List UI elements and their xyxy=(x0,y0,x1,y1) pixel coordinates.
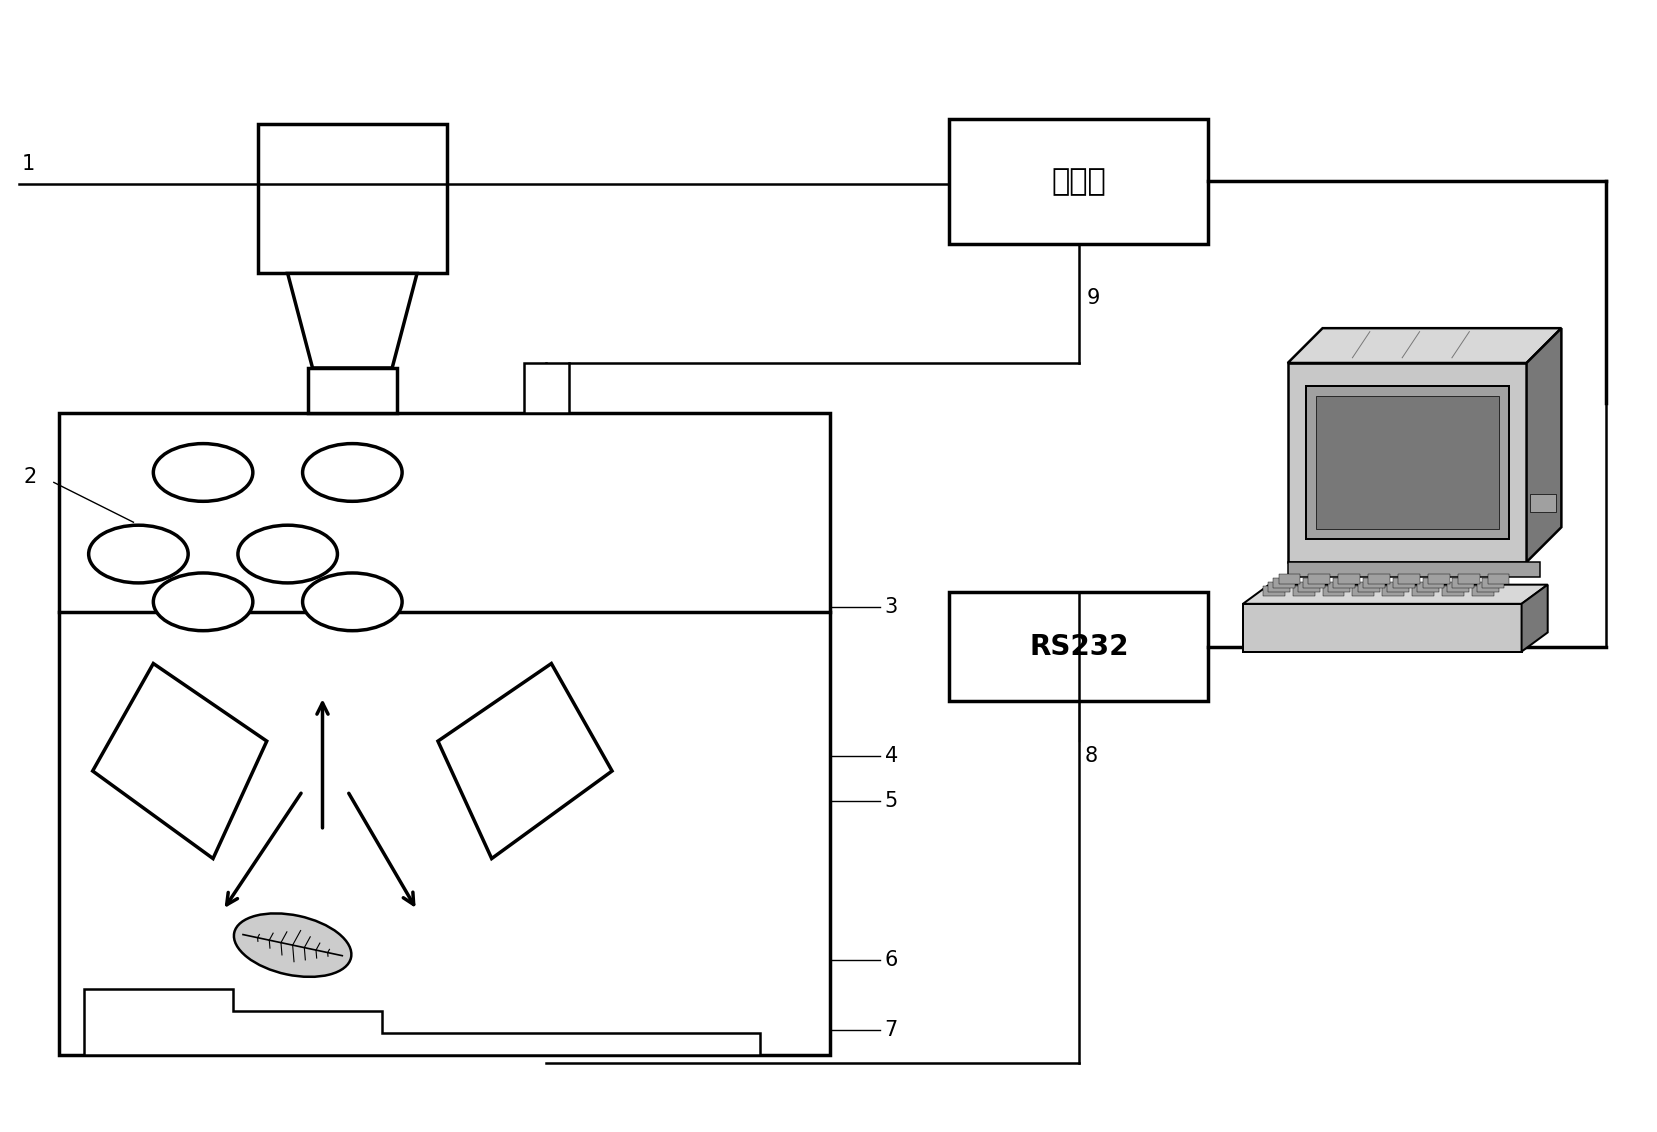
Text: 7: 7 xyxy=(885,1020,898,1039)
Bar xyxy=(1268,582,1289,592)
Polygon shape xyxy=(1287,328,1561,363)
Bar xyxy=(1392,578,1413,589)
Polygon shape xyxy=(83,989,761,1055)
Ellipse shape xyxy=(303,573,403,631)
Bar xyxy=(1382,586,1403,595)
Bar xyxy=(1452,578,1473,589)
Ellipse shape xyxy=(88,525,187,583)
Bar xyxy=(1412,586,1433,595)
Bar xyxy=(1362,578,1384,589)
Bar xyxy=(1357,582,1379,592)
Text: 3: 3 xyxy=(885,597,898,617)
Bar xyxy=(1476,582,1498,592)
Bar xyxy=(1352,586,1374,595)
Bar xyxy=(1314,396,1498,529)
Bar xyxy=(1481,578,1503,589)
Bar xyxy=(1292,586,1314,595)
Bar xyxy=(1297,582,1319,592)
Bar xyxy=(1278,574,1299,584)
Bar xyxy=(1457,574,1478,584)
Ellipse shape xyxy=(152,444,252,501)
Bar xyxy=(1422,578,1443,589)
Bar xyxy=(1471,586,1493,595)
Bar xyxy=(949,592,1208,702)
Bar xyxy=(1273,578,1294,589)
Bar xyxy=(1302,578,1324,589)
Bar xyxy=(1367,574,1389,584)
Bar xyxy=(949,119,1208,243)
Bar xyxy=(1332,578,1354,589)
Ellipse shape xyxy=(237,525,338,583)
Bar xyxy=(1417,582,1438,592)
Text: 5: 5 xyxy=(885,791,898,811)
Polygon shape xyxy=(288,274,418,368)
Bar xyxy=(1327,582,1349,592)
Ellipse shape xyxy=(152,573,252,631)
Polygon shape xyxy=(437,663,611,858)
Bar xyxy=(308,368,398,413)
Bar xyxy=(257,125,447,274)
Bar xyxy=(1387,582,1408,592)
Bar xyxy=(1397,574,1418,584)
Bar xyxy=(1447,582,1468,592)
Text: 采集卡: 采集卡 xyxy=(1051,166,1105,196)
Bar xyxy=(1263,586,1284,595)
Text: 2: 2 xyxy=(23,468,36,488)
Text: 4: 4 xyxy=(885,746,898,766)
Bar xyxy=(1322,586,1344,595)
Bar xyxy=(1486,574,1508,584)
Bar xyxy=(1529,495,1556,513)
Bar xyxy=(1287,363,1526,561)
Polygon shape xyxy=(1526,328,1561,561)
Bar xyxy=(1307,574,1329,584)
Bar xyxy=(1243,603,1521,652)
Bar xyxy=(524,363,568,413)
Text: RS232: RS232 xyxy=(1029,633,1128,661)
Bar xyxy=(1287,561,1539,577)
Text: 9: 9 xyxy=(1087,289,1100,308)
Ellipse shape xyxy=(303,444,403,501)
Text: 1: 1 xyxy=(22,154,35,174)
Polygon shape xyxy=(1521,584,1546,652)
Ellipse shape xyxy=(234,914,351,977)
Bar xyxy=(1304,386,1508,539)
Polygon shape xyxy=(1243,584,1546,603)
Polygon shape xyxy=(93,663,267,858)
Text: 8: 8 xyxy=(1084,746,1097,766)
Text: 6: 6 xyxy=(885,950,898,970)
Bar xyxy=(58,413,830,1055)
Bar xyxy=(1427,574,1448,584)
Bar xyxy=(1337,574,1359,584)
Bar xyxy=(1442,586,1463,595)
